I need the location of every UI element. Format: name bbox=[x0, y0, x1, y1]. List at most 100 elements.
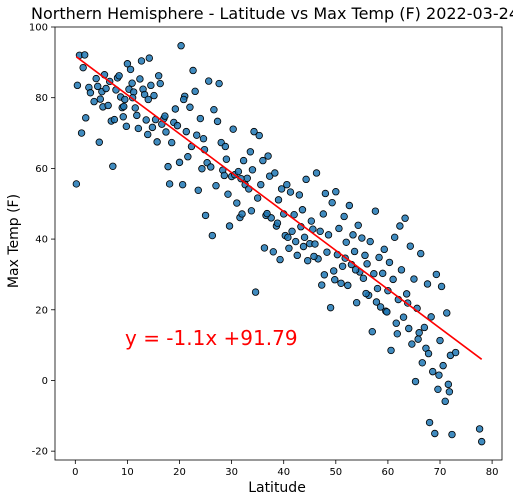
data-point bbox=[427, 313, 435, 321]
plot-frame bbox=[54, 26, 503, 461]
data-point bbox=[273, 219, 282, 227]
data-point bbox=[238, 210, 246, 218]
data-point bbox=[298, 206, 307, 214]
data-point bbox=[196, 114, 205, 123]
data-point bbox=[77, 129, 86, 137]
data-point bbox=[148, 123, 157, 132]
data-point bbox=[198, 165, 206, 173]
data-point bbox=[167, 138, 176, 147]
data-point bbox=[290, 210, 298, 219]
data-point bbox=[316, 227, 324, 236]
data-point bbox=[451, 348, 460, 357]
data-point bbox=[393, 330, 401, 338]
data-point bbox=[396, 222, 404, 230]
data-point bbox=[439, 361, 447, 370]
data-point bbox=[291, 237, 300, 246]
data-point bbox=[443, 309, 451, 317]
data-point bbox=[95, 138, 103, 146]
data-point bbox=[345, 201, 354, 210]
data-point bbox=[337, 279, 345, 287]
data-point bbox=[445, 388, 454, 396]
data-point bbox=[250, 127, 258, 136]
data-point bbox=[411, 377, 420, 386]
data-point bbox=[286, 188, 295, 196]
data-point bbox=[161, 112, 169, 120]
data-point bbox=[338, 262, 347, 270]
data-point bbox=[259, 156, 267, 165]
data-point bbox=[204, 77, 213, 85]
data-point bbox=[171, 105, 180, 113]
data-point bbox=[178, 180, 187, 189]
data-point bbox=[271, 169, 279, 177]
data-point bbox=[229, 125, 237, 133]
data-point bbox=[378, 269, 387, 278]
data-point bbox=[352, 299, 361, 307]
data-point bbox=[154, 72, 163, 80]
data-point bbox=[420, 323, 429, 332]
y-tick-label: 80 bbox=[35, 93, 48, 104]
data-point bbox=[255, 131, 263, 140]
data-point bbox=[239, 156, 248, 165]
data-point bbox=[177, 42, 185, 50]
data-point bbox=[354, 221, 362, 229]
data-point bbox=[102, 84, 110, 93]
data-point bbox=[312, 169, 321, 177]
data-point bbox=[134, 124, 143, 133]
data-point bbox=[380, 245, 388, 254]
data-point bbox=[344, 281, 352, 290]
data-point bbox=[72, 180, 81, 188]
data-point bbox=[332, 188, 340, 196]
data-point bbox=[96, 95, 105, 103]
data-point bbox=[251, 288, 260, 296]
data-point bbox=[224, 190, 232, 198]
data-point bbox=[401, 214, 409, 222]
data-point bbox=[392, 319, 400, 327]
data-point bbox=[335, 224, 343, 233]
data-point bbox=[201, 211, 210, 220]
data-point bbox=[410, 275, 418, 283]
data-point bbox=[311, 240, 319, 248]
data-point bbox=[418, 359, 426, 367]
data-point bbox=[199, 134, 208, 143]
data-point bbox=[331, 276, 339, 284]
data-point bbox=[408, 340, 416, 348]
data-point bbox=[263, 209, 271, 218]
data-point bbox=[109, 162, 117, 170]
data-point bbox=[220, 171, 229, 180]
data-point bbox=[349, 231, 357, 239]
data-point bbox=[307, 217, 316, 225]
data-point bbox=[225, 222, 234, 230]
data-point bbox=[243, 174, 251, 182]
data-point bbox=[285, 244, 293, 252]
x-tick-label: 20 bbox=[173, 467, 186, 478]
data-point bbox=[222, 155, 231, 163]
data-point bbox=[247, 207, 256, 215]
data-point bbox=[373, 284, 382, 293]
data-point bbox=[293, 251, 301, 260]
data-point bbox=[390, 233, 399, 242]
data-point bbox=[184, 153, 192, 161]
data-point bbox=[121, 95, 129, 104]
data-point bbox=[257, 180, 265, 189]
data-point bbox=[260, 244, 269, 252]
data-point bbox=[186, 103, 194, 111]
data-point bbox=[165, 180, 174, 188]
data-point bbox=[110, 115, 119, 124]
y-tick-label: 20 bbox=[35, 305, 48, 316]
data-point bbox=[431, 429, 439, 438]
x-axis-label: Latitude bbox=[248, 480, 306, 496]
data-point bbox=[366, 237, 374, 246]
data-point bbox=[319, 210, 328, 218]
data-point bbox=[361, 251, 369, 260]
data-point bbox=[448, 430, 456, 439]
data-point bbox=[234, 167, 243, 176]
data-point bbox=[342, 238, 350, 246]
data-point bbox=[215, 79, 223, 88]
data-point bbox=[323, 248, 331, 256]
data-point bbox=[397, 266, 406, 274]
plot-area: 0 10 20 30 40 50 60 70 80 -20 0 20 40 60 80 100 bbox=[29, 23, 503, 478]
data-point bbox=[189, 66, 197, 75]
data-point bbox=[92, 74, 100, 83]
